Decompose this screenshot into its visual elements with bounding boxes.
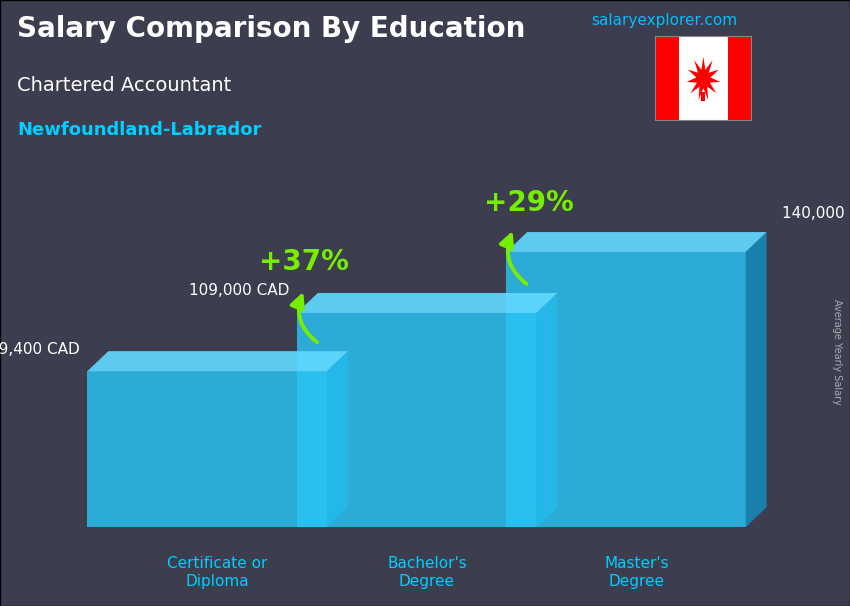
Bar [0, 364, 850, 394]
Bar [0, 424, 850, 454]
Bar [654, 36, 679, 121]
Bar [0, 242, 850, 273]
Polygon shape [507, 232, 767, 252]
Text: salaryexplorer.com: salaryexplorer.com [591, 13, 737, 28]
Bar [701, 92, 706, 101]
Bar [88, 371, 326, 527]
Bar [0, 333, 850, 364]
Bar [0, 212, 850, 242]
Bar [0, 273, 850, 303]
Bar [0, 303, 850, 333]
Text: +29%: +29% [484, 188, 574, 216]
Text: 79,400 CAD: 79,400 CAD [0, 342, 80, 356]
Text: Certificate or
Diploma: Certificate or Diploma [167, 556, 268, 588]
Polygon shape [297, 293, 557, 313]
Text: Newfoundland-Labrador: Newfoundland-Labrador [17, 121, 262, 139]
Bar [0, 61, 850, 91]
Bar [0, 454, 850, 485]
Polygon shape [88, 351, 348, 371]
Bar [0, 182, 850, 212]
Bar [728, 36, 752, 121]
FancyArrowPatch shape [501, 235, 526, 284]
Bar [0, 30, 850, 61]
Polygon shape [745, 232, 767, 527]
Bar [0, 152, 850, 182]
Polygon shape [326, 351, 348, 527]
Bar [0, 0, 850, 30]
Bar [0, 485, 850, 515]
Text: Master's
Degree: Master's Degree [604, 556, 669, 588]
Bar [0, 91, 850, 121]
Bar [0, 515, 850, 545]
Polygon shape [536, 293, 557, 527]
Bar [297, 313, 536, 527]
FancyArrowPatch shape [292, 296, 317, 342]
Text: Average Yearly Salary: Average Yearly Salary [832, 299, 842, 404]
Bar [507, 252, 745, 527]
Text: 109,000 CAD: 109,000 CAD [189, 284, 289, 298]
Bar [0, 545, 850, 576]
Text: +37%: +37% [259, 248, 349, 276]
Bar [0, 121, 850, 152]
Polygon shape [687, 57, 720, 100]
Text: 140,000 CAD: 140,000 CAD [781, 206, 850, 221]
Bar [0, 576, 850, 606]
Text: Chartered Accountant: Chartered Accountant [17, 76, 231, 95]
Text: Salary Comparison By Education: Salary Comparison By Education [17, 15, 525, 43]
Text: Bachelor's
Degree: Bachelor's Degree [387, 556, 467, 588]
Bar [0, 394, 850, 424]
Bar [679, 36, 728, 121]
